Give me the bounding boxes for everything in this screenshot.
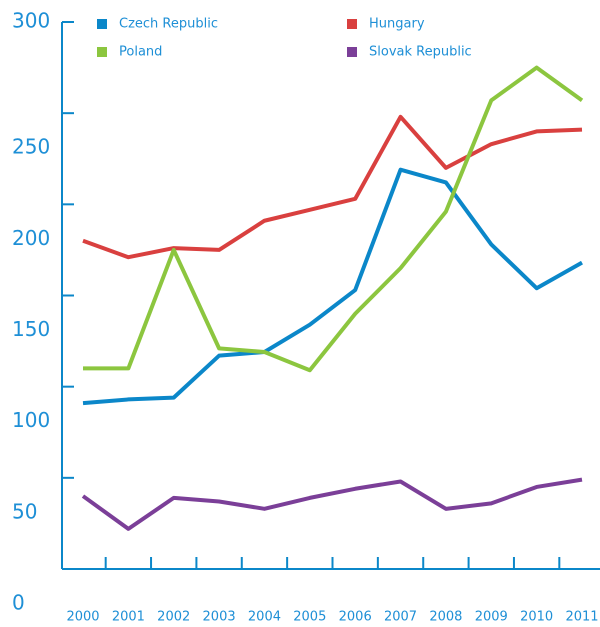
y-tick-label: 50 (12, 499, 37, 523)
x-tick-label: 2002 (157, 610, 190, 625)
x-tick-label: 2011 (565, 610, 598, 625)
y-tick-label: 150 (12, 317, 50, 341)
x-tick-label: 2001 (112, 610, 145, 625)
series-line (83, 65, 584, 373)
y-tick-label: 300 (12, 9, 50, 33)
legend-swatch (347, 19, 357, 29)
x-tick-label: 2010 (520, 610, 553, 625)
x-tick-label: 2003 (203, 610, 236, 625)
x-tick-label: 2009 (475, 610, 508, 625)
legend-label: Slovak Republic (369, 45, 472, 60)
x-tick-label: 2007 (384, 610, 417, 625)
y-tick-label: 250 (12, 135, 50, 159)
legend-label: Hungary (369, 17, 425, 32)
legend-swatch (347, 47, 357, 57)
y-tick-label: 200 (12, 226, 50, 250)
legend-swatch (97, 47, 107, 57)
series-line (82, 167, 583, 406)
legend-label: Czech Republic (119, 17, 218, 32)
y-tick-label: 100 (12, 408, 50, 432)
x-tick-label: 2008 (429, 610, 462, 625)
series-line (82, 114, 583, 260)
x-tick-label: 2004 (248, 610, 281, 625)
x-tick-label: 2006 (339, 610, 372, 625)
x-tick-label: 2000 (66, 610, 99, 625)
y-tick-label: 0 (12, 591, 25, 615)
legend-label: Poland (119, 45, 162, 60)
x-tick-label: 2005 (293, 610, 326, 625)
series-line (81, 477, 583, 531)
legend-swatch (97, 19, 107, 29)
